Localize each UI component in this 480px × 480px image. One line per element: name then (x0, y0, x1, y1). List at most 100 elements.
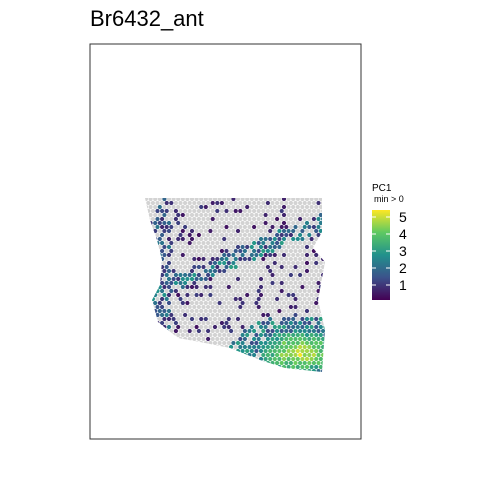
spot (257, 265, 261, 269)
spot (155, 369, 159, 373)
spot (275, 297, 279, 301)
spot (190, 301, 194, 305)
spot (250, 221, 254, 225)
spot (158, 261, 162, 265)
spot (259, 253, 263, 257)
spot (172, 205, 176, 209)
spot (291, 349, 295, 353)
spot (234, 265, 238, 269)
spot (153, 261, 157, 265)
spot (188, 361, 192, 365)
spot (174, 361, 178, 365)
spot (310, 261, 314, 265)
spot (149, 317, 153, 321)
spot (211, 233, 215, 237)
spot (178, 305, 182, 309)
spot (155, 297, 159, 301)
spot (252, 305, 256, 309)
spot (250, 365, 254, 369)
spot (234, 257, 238, 261)
spot (174, 337, 178, 341)
spot (243, 337, 247, 341)
spot (167, 365, 171, 369)
spot (220, 209, 224, 213)
spot (178, 361, 182, 365)
spot (257, 281, 261, 285)
spot (287, 341, 291, 345)
spot (243, 329, 247, 333)
spot (155, 217, 159, 221)
spot (321, 313, 325, 317)
spot (165, 241, 169, 245)
legend-tick-label: 3 (399, 244, 407, 258)
spot (238, 209, 242, 213)
spot (319, 341, 323, 345)
spot (229, 369, 233, 373)
spot (199, 349, 203, 353)
spot (201, 305, 205, 309)
spot (215, 257, 219, 261)
spot (298, 241, 302, 245)
spot (201, 249, 205, 253)
spot (296, 365, 300, 369)
spot (218, 221, 222, 225)
spot (165, 201, 169, 205)
spot (293, 369, 297, 373)
spot (174, 313, 178, 317)
spot (238, 321, 242, 325)
spot (268, 253, 272, 257)
spot (206, 233, 210, 237)
spot (229, 321, 233, 325)
spot (188, 233, 192, 237)
spot (321, 273, 325, 277)
spot (236, 205, 240, 209)
spot (268, 301, 272, 305)
spot (254, 269, 258, 273)
spot (280, 321, 284, 325)
spot (280, 297, 284, 301)
spot (241, 213, 245, 217)
spot (323, 229, 327, 233)
spot (183, 281, 187, 285)
spot (199, 221, 203, 225)
spot (261, 361, 265, 365)
spot (305, 229, 309, 233)
spot (300, 285, 304, 289)
spot (314, 301, 318, 305)
spot (236, 253, 240, 257)
spot (266, 361, 270, 365)
spot (243, 345, 247, 349)
spot (204, 293, 208, 297)
spot (300, 237, 304, 241)
spot (222, 205, 226, 209)
spot (158, 221, 162, 225)
spot (316, 353, 320, 357)
spot (195, 261, 199, 265)
spot (218, 293, 222, 297)
spot (224, 369, 228, 373)
spot (151, 249, 155, 253)
spot (174, 329, 178, 333)
spot (293, 321, 297, 325)
spot (169, 225, 173, 229)
spot (144, 205, 148, 209)
spot (231, 293, 235, 297)
spot (323, 309, 327, 313)
spot (199, 237, 203, 241)
spot (310, 253, 314, 257)
spot (176, 245, 180, 249)
spot (151, 369, 155, 373)
spot (213, 245, 217, 249)
spot (319, 325, 323, 329)
spot (195, 277, 199, 281)
spot (291, 301, 295, 305)
spot (149, 325, 153, 329)
spot (264, 309, 268, 313)
spot (183, 225, 187, 229)
spot (252, 265, 256, 269)
spot (277, 293, 281, 297)
spot (149, 245, 153, 249)
spot (185, 253, 189, 257)
spot (287, 277, 291, 281)
spot (149, 301, 153, 305)
